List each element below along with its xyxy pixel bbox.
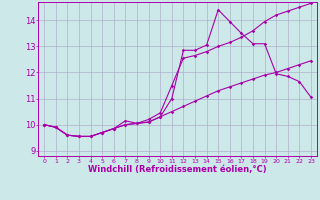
X-axis label: Windchill (Refroidissement éolien,°C): Windchill (Refroidissement éolien,°C) [88, 165, 267, 174]
